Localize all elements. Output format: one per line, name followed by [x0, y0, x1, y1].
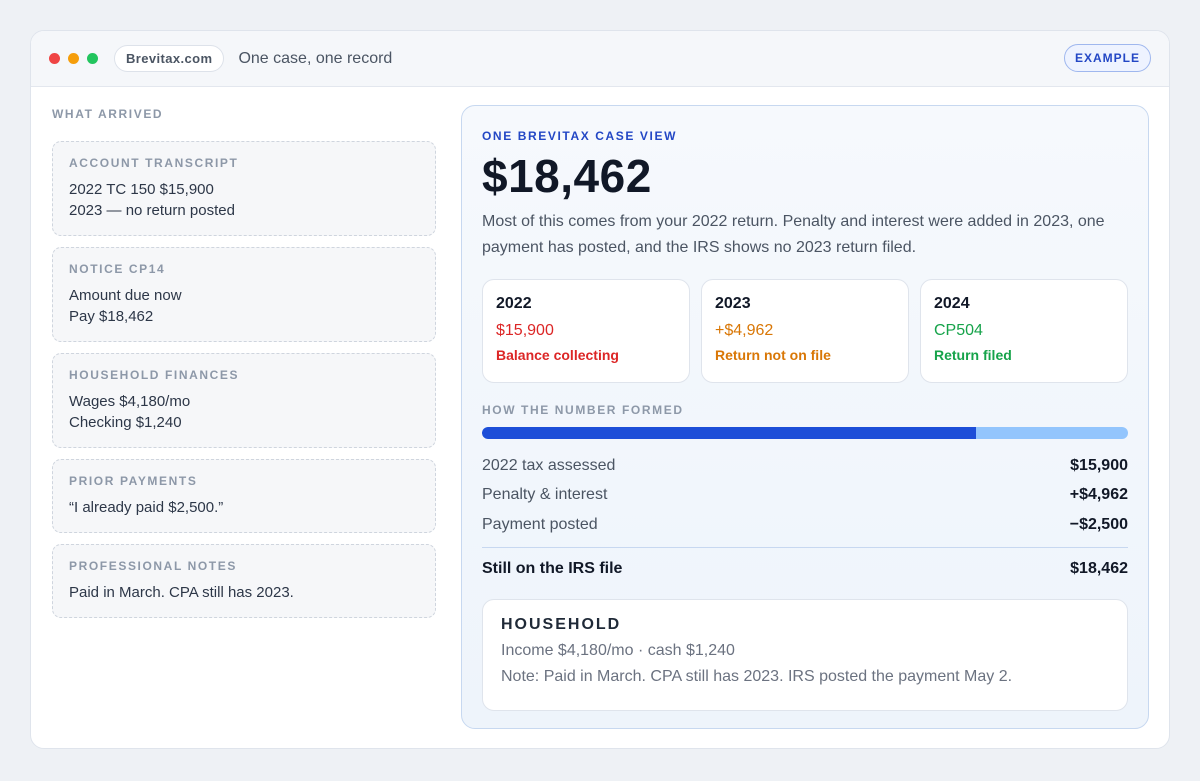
minimize-dot-icon[interactable] [68, 53, 79, 64]
case-view-panel: ONE BREVITAX CASE VIEW $18,462 Most of t… [461, 105, 1149, 729]
total-label: Still on the IRS file [482, 559, 623, 577]
case-view-label: ONE BREVITAX CASE VIEW [482, 129, 677, 143]
case-total: $18,462 [482, 150, 652, 202]
breakdown-value: −$2,500 [1069, 515, 1128, 533]
how-number-formed-label: HOW THE NUMBER FORMED [482, 403, 684, 417]
source-card-prior-payments: PRIOR PAYMENTS “I already paid $2,500.” [52, 459, 436, 533]
source-card-line: 2023 — no return posted [69, 202, 235, 219]
breakdown-row: Payment posted −$2,500 [482, 510, 1128, 540]
breakdown-row: Penalty & interest +$4,962 [482, 481, 1128, 511]
source-card-line: Pay $18,462 [69, 308, 154, 325]
what-arrived-column: WHAT ARRIVED ACCOUNT TRANSCRIPT 2022 TC … [52, 107, 436, 629]
year-card-2022[interactable]: 2022 $15,900 Balance collecting [482, 279, 690, 383]
composition-bar-fill [482, 427, 976, 439]
year-card-2023[interactable]: 2023 +$4,962 Return not on file [701, 279, 909, 383]
example-badge: EXAMPLE [1063, 44, 1151, 72]
source-card-line: 2022 TC 150 $15,900 [69, 181, 214, 198]
source-card-line: Paid in March. CPA still has 2023. [69, 584, 294, 601]
breakdown-label: 2022 tax assessed [482, 456, 616, 474]
window-controls [49, 53, 98, 64]
source-card-household-finances: HOUSEHOLD FINANCES Wages $4,180/mo Check… [52, 353, 436, 448]
year-value: CP504 [934, 322, 983, 339]
source-card-line: “I already paid $2,500.” [69, 499, 224, 516]
source-card-title: HOUSEHOLD FINANCES [69, 368, 240, 382]
year-cards: 2022 $15,900 Balance collecting 2023 +$4… [482, 279, 1128, 383]
year-status: Return filed [934, 347, 1012, 363]
household-income: Income $4,180/mo · cash $1,240 [501, 641, 735, 659]
breakdown-rows: 2022 tax assessed $15,900 Penalty & inte… [482, 451, 1128, 540]
breakdown-label: Penalty & interest [482, 486, 608, 504]
household-note: Note: Paid in March. CPA still has 2023.… [501, 667, 1013, 685]
what-arrived-label: WHAT ARRIVED [52, 107, 164, 121]
source-card-line: Amount due now [69, 287, 182, 304]
source-card-notice-cp14: NOTICE CP14 Amount due now Pay $18,462 [52, 247, 436, 342]
source-card-title: PRIOR PAYMENTS [69, 474, 198, 488]
title-bar: Brevitax.com One case, one record EXAMPL… [31, 31, 1169, 87]
household-title: HOUSEHOLD [501, 615, 622, 633]
year-label: 2022 [496, 295, 532, 312]
source-card-title: PROFESSIONAL NOTES [69, 559, 237, 573]
year-label: 2023 [715, 295, 751, 312]
window-title: One case, one record [238, 49, 393, 67]
breakdown-value: $15,900 [1070, 456, 1128, 474]
url-pill[interactable]: Brevitax.com [114, 45, 225, 72]
breakdown-row: 2022 tax assessed $15,900 [482, 451, 1128, 481]
source-cards: ACCOUNT TRANSCRIPT 2022 TC 150 $15,900 2… [52, 141, 436, 618]
close-dot-icon[interactable] [49, 53, 60, 64]
source-card-title: NOTICE CP14 [69, 262, 166, 276]
household-card: HOUSEHOLD Income $4,180/mo · cash $1,240… [482, 598, 1128, 711]
source-card-line: Checking $1,240 [69, 414, 182, 431]
composition-bar [482, 427, 1128, 439]
year-card-2024[interactable]: 2024 CP504 Return filed [920, 279, 1128, 383]
source-card-title: ACCOUNT TRANSCRIPT [69, 156, 239, 170]
total-value: $18,462 [1070, 559, 1128, 577]
year-value: +$4,962 [715, 322, 774, 339]
source-card-account-transcript: ACCOUNT TRANSCRIPT 2022 TC 150 $15,900 2… [52, 141, 436, 236]
year-label: 2024 [934, 295, 970, 312]
year-value: $15,900 [496, 322, 554, 339]
breakdown-label: Payment posted [482, 515, 598, 533]
maximize-dot-icon[interactable] [87, 53, 98, 64]
divider [482, 546, 1128, 548]
total-row: Still on the IRS file $18,462 [482, 560, 1128, 578]
source-card-line: Wages $4,180/mo [69, 393, 191, 410]
case-summary: Most of this comes from your 2022 return… [482, 213, 1105, 256]
year-status: Balance collecting [496, 347, 619, 363]
year-status: Return not on file [715, 347, 831, 363]
browser-window: Brevitax.com One case, one record EXAMPL… [30, 30, 1170, 749]
breakdown-value: +$4,962 [1069, 486, 1128, 504]
source-card-professional-notes: PROFESSIONAL NOTES Paid in March. CPA st… [52, 544, 436, 618]
